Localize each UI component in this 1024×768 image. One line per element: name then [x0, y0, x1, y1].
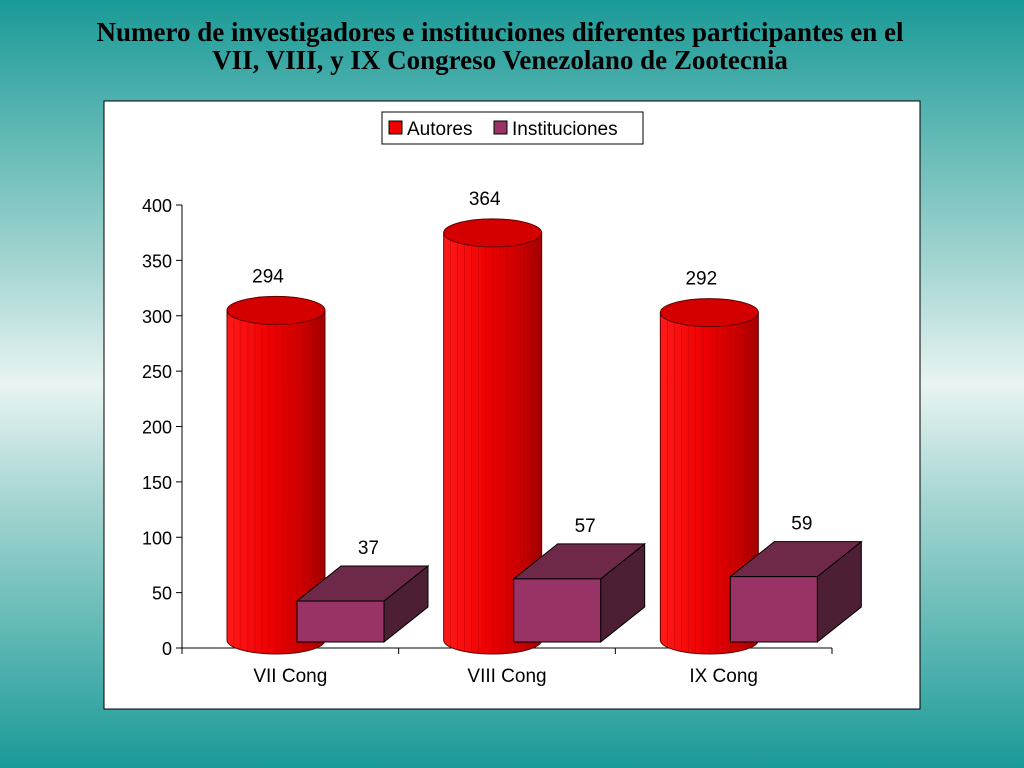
- y-tick-label: 250: [142, 362, 172, 382]
- y-tick-label: 400: [142, 196, 172, 216]
- x-tick-label: VII Cong: [253, 666, 327, 687]
- chart-title-line-1: Numero de investigadores e instituciones…: [96, 17, 904, 47]
- y-axis-ticks: 0 50 100 150 200 250 300 350 400: [142, 196, 182, 659]
- legend-label-autores: Autores: [407, 119, 472, 140]
- data-label-instituciones: 57: [575, 516, 596, 537]
- data-label-instituciones: 37: [358, 538, 379, 559]
- bar-instituciones: [513, 578, 602, 643]
- bar-instituciones: [296, 600, 385, 643]
- y-tick-label: 0: [162, 639, 172, 659]
- bar-autores-top: [443, 218, 543, 248]
- legend-swatch-autores: [388, 120, 403, 135]
- x-axis-ticks: VII Cong VIII Cong IX Cong: [181, 648, 833, 687]
- chart-title-line-2: VII, VIII, y IX Congreso Venezolano de Z…: [212, 45, 788, 75]
- legend: Autores Instituciones: [381, 111, 644, 145]
- y-tick-label: 350: [142, 251, 172, 271]
- y-tick-label: 300: [142, 307, 172, 327]
- data-label-autores: 364: [469, 189, 501, 210]
- legend-label-instituciones: Instituciones: [512, 119, 618, 140]
- bar-autores-top: [659, 298, 759, 328]
- legend-swatch-instituciones: [493, 120, 508, 135]
- data-label-autores: 292: [685, 269, 717, 290]
- bar-instituciones: [729, 576, 818, 643]
- y-tick-label: 100: [142, 528, 172, 548]
- y-tick-label: 50: [152, 584, 172, 604]
- y-tick-label: 200: [142, 418, 172, 438]
- chart-title: Numero de investigadores e instituciones…: [0, 18, 1000, 74]
- data-label-instituciones: 59: [791, 514, 812, 535]
- bar-autores-top: [226, 295, 326, 325]
- legend-box: [381, 111, 644, 145]
- x-tick-label: IX Cong: [689, 666, 758, 687]
- data-labels: 294 37 364 57 292 59: [252, 189, 812, 559]
- bars: [226, 218, 863, 655]
- data-label-autores: 294: [252, 266, 284, 287]
- x-tick-label: VIII Cong: [467, 666, 546, 687]
- y-tick-label: 150: [142, 473, 172, 493]
